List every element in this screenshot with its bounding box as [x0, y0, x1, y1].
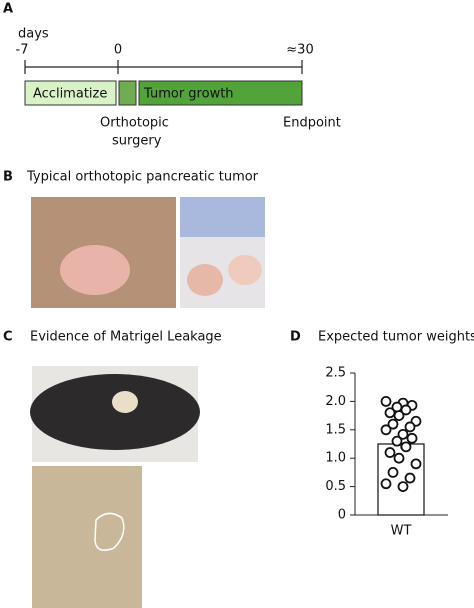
data-point [404, 472, 416, 484]
data-point [400, 404, 412, 416]
x-tick-label: WT [391, 524, 412, 539]
phase-box [138, 80, 303, 106]
tick-label: ≈30 [286, 43, 313, 58]
panel-label: C [3, 330, 13, 345]
data-point [387, 466, 399, 478]
panel-title: Evidence of Matrigel Leakage [30, 330, 222, 345]
data-point [397, 428, 409, 440]
data-point [391, 435, 403, 447]
y-tick-label: 1.0 [325, 451, 346, 466]
data-point [393, 452, 405, 464]
tick-label: -7 [16, 43, 29, 58]
data-point [393, 410, 405, 422]
panel-label: B [3, 170, 13, 185]
phase-label: Acclimatize [33, 87, 107, 102]
photo-detail [187, 264, 223, 296]
data-point [397, 481, 409, 493]
axis-label: days [18, 27, 49, 42]
tick-label: 0 [114, 43, 122, 58]
photo-detail [228, 255, 262, 285]
panel-title: Typical orthotopic pancreatic tumor [26, 170, 259, 185]
chart-title: Expected tumor weights [318, 330, 474, 345]
data-point [387, 418, 399, 430]
data-point [384, 407, 396, 419]
y-tick-label: 1.5 [325, 422, 346, 437]
data-point [384, 447, 396, 458]
data-point [410, 458, 422, 470]
data-point [400, 441, 412, 453]
data-point [404, 421, 416, 433]
data-point [380, 424, 392, 436]
y-tick-label: 0.5 [325, 479, 346, 494]
data-point [380, 395, 392, 407]
data-point [406, 432, 418, 444]
y-tick-label: 2.0 [325, 394, 346, 409]
phase-box [118, 80, 137, 106]
y-tick-label: 0 [338, 508, 346, 523]
photo-detail [60, 245, 130, 295]
photo-detail [112, 391, 138, 413]
event-label: Endpoint [283, 116, 341, 131]
timeline [24, 60, 303, 74]
outline [94, 512, 125, 551]
event-label: surgery [112, 134, 162, 149]
y-tick-label: 2.5 [325, 366, 346, 381]
photo-detail [180, 197, 265, 237]
phase-box [24, 80, 117, 106]
photo-detail [30, 374, 200, 450]
panel-label: D [290, 330, 301, 345]
photo [32, 466, 142, 608]
data-point [380, 478, 392, 490]
panel-label: A [3, 2, 13, 17]
event-label: Orthotopic [100, 116, 169, 131]
phase-label: Tumor growth [143, 87, 234, 102]
